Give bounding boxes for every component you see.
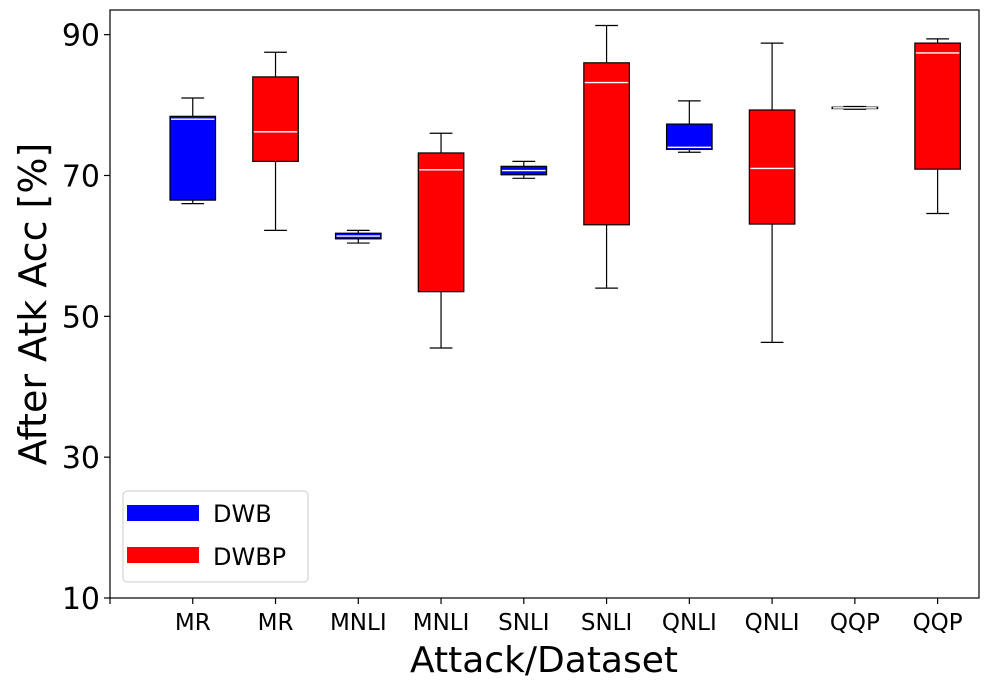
box-dwbp-qnli	[748, 42, 796, 343]
box-iqr	[169, 115, 217, 201]
x-tick-label: SNLI	[581, 610, 632, 636]
x-tick-label: SNLI	[498, 610, 549, 636]
y-axis-title: After Atk Acc [%]	[11, 143, 55, 466]
x-axis-ticks: MR MR MNLI MNLI SNLI SNLI QNLI QNLI QQP QQP	[109, 598, 963, 636]
plot-area-frame	[109, 9, 980, 599]
y-axis-ticks: 10 30 50 70 90	[62, 19, 110, 617]
box-dwb-qnli	[665, 100, 713, 153]
x-tick-label: MNLI	[330, 610, 387, 636]
box-iqr	[252, 76, 299, 163]
legend-swatch-dwbp	[127, 547, 199, 563]
y-tick-label: 50	[62, 300, 100, 335]
box-iqr	[914, 42, 961, 170]
box-iqr	[665, 123, 713, 151]
x-tick-label: QNLI	[745, 610, 800, 636]
box-iqr	[417, 152, 465, 293]
box-iqr	[748, 109, 796, 225]
x-axis-title: Attack/Dataset	[410, 640, 678, 681]
x-tick-label: MNLI	[413, 610, 470, 636]
box-dwb-mr	[169, 97, 217, 205]
box-dwbp-mnli	[417, 132, 465, 349]
legend-label-dwb: DWB	[213, 500, 272, 528]
box-iqr	[583, 62, 630, 226]
box-dwbp-qqp	[914, 38, 961, 215]
y-tick-label: 90	[62, 19, 100, 54]
x-tick-label: QQP	[830, 610, 880, 636]
box-dwbp-snli	[583, 24, 630, 289]
legend-swatch-dwb	[127, 505, 199, 521]
y-tick-label: 70	[62, 159, 100, 194]
x-tick-label: QQP	[913, 610, 963, 636]
x-tick-label: MR	[258, 610, 294, 636]
y-tick-label: 30	[62, 441, 100, 476]
legend-label-dwbp: DWBP	[213, 543, 286, 571]
box-dwb-qqp	[831, 105, 879, 110]
legend: DWB DWBP	[122, 490, 309, 583]
box-dwb-snli	[500, 160, 548, 179]
y-tick-label: 10	[62, 582, 100, 617]
boxes-layer	[169, 24, 961, 349]
x-tick-label: QNLI	[662, 610, 717, 636]
box-dwb-mnli	[334, 229, 382, 244]
box-dwbp-mr	[252, 51, 299, 232]
x-tick-label: MR	[175, 610, 211, 636]
